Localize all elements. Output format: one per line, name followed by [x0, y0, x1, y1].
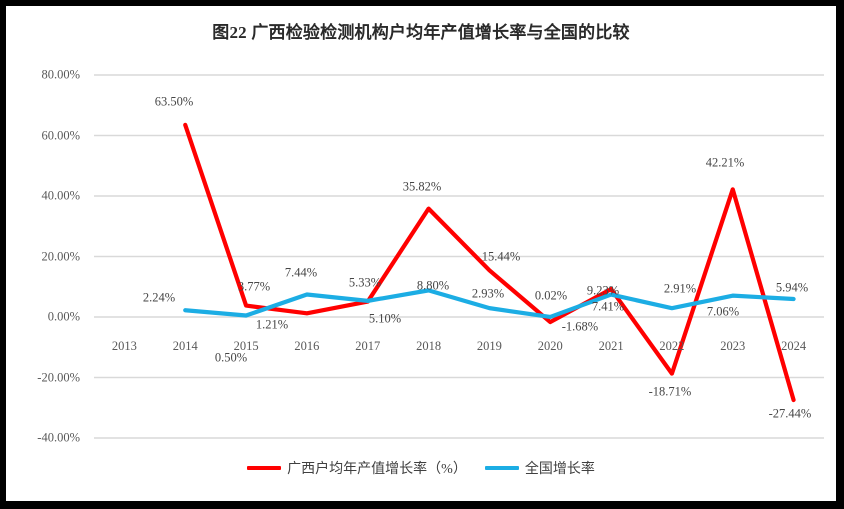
- chart-legend: 广西户均年产值增长率（%） 全国增长率: [6, 458, 836, 478]
- x-axis-tick-label: 2014: [172, 339, 198, 353]
- line-series-guangxi: [183, 122, 796, 403]
- data-label-guangxi: -27.44%: [768, 406, 812, 421]
- data-label-guangxi: 9.23%: [586, 283, 620, 298]
- data-label-national: 8.80%: [416, 278, 450, 293]
- legend-color-swatch: [247, 466, 282, 470]
- x-axis-tick-label: 2021: [598, 339, 624, 353]
- x-axis-tick-label: 2017: [355, 339, 381, 353]
- y-axis-tick-label: 60.00%: [41, 128, 80, 142]
- y-axis-tick-label: 40.00%: [41, 188, 80, 203]
- data-label-guangxi: -1.68%: [561, 319, 599, 334]
- x-axis-tick-label: 2013: [111, 339, 137, 353]
- data-label-national: 2.93%: [471, 286, 505, 301]
- y-axis-tick-label: 80.00%: [41, 67, 80, 82]
- x-axis-tick-label: 2020: [537, 339, 563, 353]
- data-label-national: 2.91%: [663, 281, 697, 296]
- x-axis-tick-label: 2015: [233, 339, 259, 353]
- y-axis-tick-label: -40.00%: [37, 430, 80, 445]
- legend-label: 全国增长率: [524, 462, 595, 477]
- plot-area: 80.00% 60.00% 40.00% 20.00% 0.00% -20.00% -40.…: [6, 6, 836, 501]
- x-axis-tick-label: 2024: [781, 339, 807, 353]
- data-label-guangxi: 1.21%: [255, 317, 289, 332]
- legend-item[interactable]: 广西户均年产值增长率（%）: [247, 458, 467, 478]
- y-axis-tick-label: 20.00%: [41, 249, 80, 263]
- x-axis-tick-label: 2022: [659, 339, 685, 353]
- data-label-national: 2.24%: [142, 290, 176, 305]
- chart-container: 图22 广西检验检测机构户均年产值增长率与全国的比较 80.00% 60.00% 4…: [6, 6, 836, 501]
- data-label-national: 0.50%: [214, 350, 248, 365]
- y-axis-tick-label: -20.00%: [37, 370, 80, 384]
- x-axis-tick-label: 2018: [416, 339, 442, 353]
- legend-color-swatch: [484, 466, 519, 470]
- data-label-guangxi: 3.77%: [237, 279, 271, 294]
- data-label-national: 7.41%: [591, 299, 625, 314]
- legend-item[interactable]: 全国增长率: [484, 458, 595, 478]
- data-label-national: 7.06%: [706, 304, 740, 319]
- data-label-guangxi: 63.50%: [154, 94, 194, 109]
- x-axis-tick-label: 2016: [294, 339, 320, 353]
- data-label-guangxi: -18.71%: [648, 384, 692, 399]
- line-series-national: [183, 288, 796, 320]
- data-label-guangxi: 15.44%: [481, 249, 521, 264]
- y-axis-tick-label: 0.00%: [47, 309, 80, 324]
- data-label-national: 5.94%: [775, 280, 809, 295]
- data-label-guangxi: 35.82%: [402, 179, 442, 194]
- data-label-national: 0.02%: [534, 288, 568, 303]
- data-label-national: 7.44%: [284, 265, 318, 280]
- legend-label: 广西户均年产值增长率（%）: [287, 462, 467, 477]
- data-label-guangxi: 5.10%: [368, 311, 402, 326]
- chart-title: 图22 广西检验检测机构户均年产值增长率与全国的比较: [212, 23, 630, 42]
- x-axis-tick-label: 2023: [720, 339, 746, 353]
- chart-canvas: [94, 74, 824, 439]
- x-axis-tick-label: 2019: [476, 339, 502, 353]
- data-label-guangxi: 42.21%: [705, 155, 745, 170]
- data-label-national: 5.33%: [348, 275, 382, 290]
